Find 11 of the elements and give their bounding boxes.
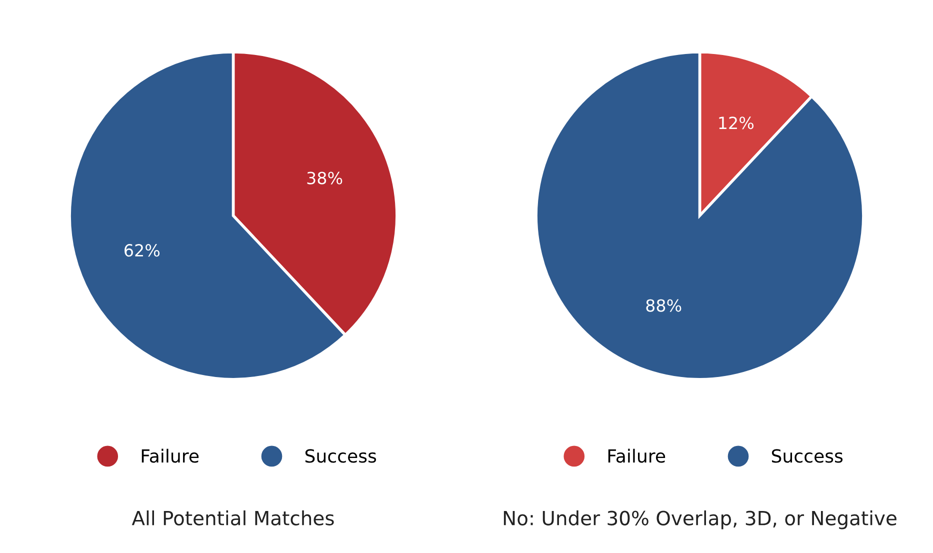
data-label: 12% bbox=[719, 116, 754, 130]
data-label: 38% bbox=[307, 172, 342, 184]
pie-slice bbox=[534, 50, 865, 381]
legend-label: Failure bbox=[608, 448, 666, 463]
legend-label: Failure bbox=[142, 448, 199, 463]
data-label: 62% bbox=[124, 244, 160, 257]
text: No: Under 30% Overlap, 3D, or Negative bbox=[504, 510, 896, 530]
text: All Potential Matches bbox=[132, 510, 334, 526]
legend-label: Success bbox=[772, 449, 843, 463]
legend-label: Success bbox=[305, 449, 376, 463]
data-label: 88% bbox=[646, 299, 682, 312]
